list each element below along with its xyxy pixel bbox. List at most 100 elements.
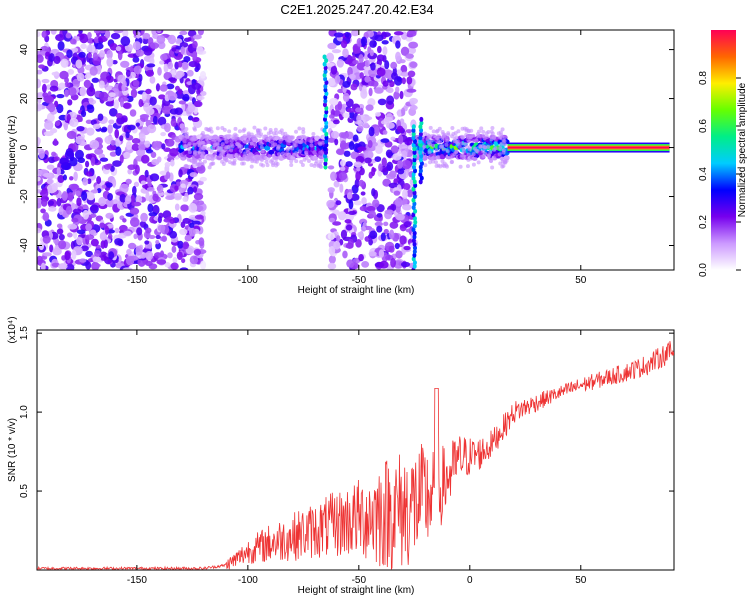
heatmap-cell	[323, 69, 328, 75]
heatmap-cell	[102, 97, 108, 102]
heatmap-cell	[98, 153, 106, 159]
heatmap-cell	[280, 131, 285, 136]
heatmap-cell	[323, 87, 328, 93]
heatmap-cell	[187, 164, 192, 169]
heatmap-cell	[57, 40, 65, 51]
heatmap-cell	[215, 126, 220, 131]
heatmap-cell	[46, 112, 55, 123]
heatmap-cell	[471, 139, 476, 144]
heatmap-cell	[264, 145, 271, 151]
heatmap-cell	[138, 99, 144, 108]
heatmap-cell	[99, 157, 109, 162]
heatmap-cell	[329, 217, 336, 223]
heatmap-cell	[41, 83, 47, 93]
heatmap-cell	[122, 102, 131, 109]
heatmap-cell	[196, 180, 204, 186]
heatmap-cell	[167, 61, 174, 70]
heatmap-cell	[186, 69, 194, 77]
heatmap-cell	[371, 188, 376, 197]
heatmap-cell	[273, 142, 278, 147]
heatmap-cell	[187, 103, 196, 113]
heatmap-cell	[85, 160, 90, 168]
heatmap-cell	[389, 80, 395, 88]
heatmap-cell	[142, 32, 151, 40]
heatmap-cell	[115, 113, 123, 119]
heatmap-cell	[464, 132, 469, 137]
heatmap-cell	[300, 162, 305, 167]
heatmap-cell	[129, 217, 140, 228]
heatmap-cell	[363, 50, 369, 60]
heatmap-cell	[82, 177, 89, 186]
heatmap-cell	[448, 155, 453, 160]
heatmap-cell	[198, 237, 205, 247]
heatmap-cell	[478, 144, 483, 149]
heatmap-cell	[262, 155, 267, 160]
heatmap-cell	[55, 33, 65, 42]
heatmap-cell	[396, 125, 404, 133]
heatmap-cell	[148, 212, 158, 217]
heatmap-cell	[64, 77, 69, 84]
heatmap-cell	[374, 112, 382, 117]
heatmap-cell	[326, 199, 335, 208]
heatmap-cell	[119, 135, 124, 142]
heatmap-cell	[268, 127, 273, 132]
heatmap-cell	[361, 261, 370, 268]
heatmap-cell	[80, 43, 87, 50]
heatmap-cell	[490, 165, 495, 170]
heatmap-cell	[377, 98, 387, 106]
heatmap-cell	[41, 198, 48, 207]
heatmap-cell	[128, 255, 139, 261]
heatmap-cell	[45, 51, 50, 57]
heatmap-cell	[461, 146, 466, 151]
heatmap-cell	[368, 238, 373, 246]
heatmap-cell	[92, 52, 99, 61]
heatmap-cell	[84, 234, 95, 240]
heatmap-cell	[430, 156, 435, 161]
heatmap-cell	[99, 231, 108, 241]
colorbar-tick-label: 0.6	[698, 119, 709, 133]
heatmap-cell	[215, 141, 220, 146]
heatmap-cell	[56, 228, 64, 235]
heatmap-cell	[75, 190, 81, 197]
heatmap-cell	[374, 126, 380, 137]
heatmap-cell	[335, 148, 345, 155]
heatmap-cell	[369, 230, 378, 240]
y-tick-label: 20	[19, 93, 30, 105]
heatmap-cell	[186, 157, 191, 162]
heatmap-cell	[481, 129, 486, 134]
heatmap-cell	[356, 37, 363, 47]
heatmap-cell	[238, 148, 243, 153]
heatmap-cell	[131, 201, 142, 207]
heatmap-cell	[395, 86, 400, 93]
heatmap-cell	[301, 130, 306, 135]
heatmap-cell	[398, 134, 404, 145]
heatmap-cell	[294, 138, 299, 143]
spectrogram-y-axis: -40 -20 0 20 40	[19, 44, 674, 253]
heatmap-cell	[465, 164, 470, 169]
heatmap-cell	[297, 126, 302, 131]
heatmap-cell	[502, 142, 507, 147]
heatmap-cell	[451, 131, 456, 136]
heatmap-cell	[299, 159, 304, 164]
heatmap-cell	[98, 80, 105, 89]
heatmap-cell	[333, 241, 341, 250]
heatmap-cell	[388, 245, 395, 253]
heatmap-cell	[65, 263, 75, 270]
heatmap-cell	[466, 128, 471, 133]
heatmap-cell	[330, 171, 337, 182]
heatmap-cell	[413, 183, 418, 189]
heatmap-cell	[357, 146, 367, 152]
snr-panel: -150 -100 -50 0 50 0.5 1.0 1.5 Height of strai…	[7, 316, 675, 596]
heatmap-cell	[37, 31, 41, 38]
heatmap-cell	[324, 131, 329, 137]
heatmap-cell	[348, 73, 356, 79]
y-tick-label: 0.5	[19, 484, 30, 498]
heatmap-cell	[83, 79, 92, 89]
heatmap-cell	[99, 49, 106, 58]
heatmap-cell	[147, 203, 154, 213]
heatmap-cell	[108, 251, 115, 260]
heatmap-cell	[230, 161, 235, 166]
heatmap-cell	[368, 210, 377, 218]
x-tick-label: -50	[352, 275, 367, 286]
heatmap-cell	[352, 134, 359, 142]
